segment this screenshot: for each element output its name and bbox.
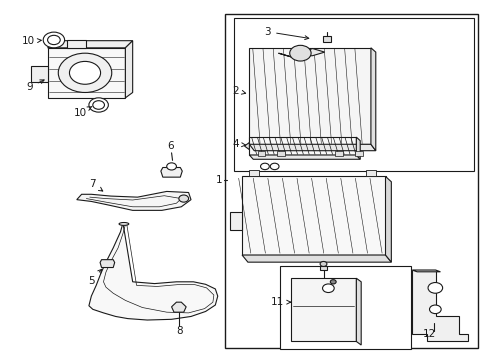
Text: 10: 10 (73, 107, 92, 118)
Circle shape (427, 283, 442, 293)
Polygon shape (278, 49, 324, 57)
Polygon shape (290, 278, 356, 342)
Polygon shape (385, 176, 390, 262)
Polygon shape (319, 266, 327, 270)
Circle shape (166, 163, 176, 170)
Polygon shape (249, 137, 356, 155)
Text: 10: 10 (21, 36, 41, 46)
Polygon shape (67, 40, 86, 48)
Polygon shape (161, 167, 182, 177)
Polygon shape (229, 212, 242, 230)
Polygon shape (242, 255, 390, 262)
Polygon shape (354, 151, 362, 156)
Polygon shape (100, 260, 115, 267)
Polygon shape (125, 41, 132, 98)
Polygon shape (47, 41, 132, 48)
Circle shape (93, 101, 104, 109)
Circle shape (89, 98, 108, 112)
Polygon shape (249, 155, 360, 159)
Polygon shape (242, 176, 385, 255)
Polygon shape (244, 143, 249, 150)
Text: 12: 12 (422, 329, 435, 339)
Text: 6: 6 (167, 141, 174, 152)
Text: 3: 3 (264, 27, 308, 40)
Polygon shape (77, 192, 191, 210)
Circle shape (69, 62, 101, 84)
Polygon shape (89, 223, 217, 320)
Text: 4: 4 (232, 139, 245, 149)
Circle shape (47, 35, 60, 45)
Circle shape (58, 53, 112, 93)
Circle shape (322, 284, 333, 293)
Circle shape (43, 32, 64, 48)
Polygon shape (171, 302, 186, 312)
Text: 7: 7 (89, 179, 102, 191)
Circle shape (320, 261, 326, 266)
Polygon shape (249, 170, 259, 176)
Ellipse shape (119, 222, 128, 225)
Circle shape (260, 163, 269, 170)
Polygon shape (47, 48, 125, 98)
Polygon shape (411, 270, 440, 272)
Polygon shape (277, 151, 285, 156)
Text: 2: 2 (232, 86, 245, 96)
Circle shape (179, 195, 188, 202)
Text: 8: 8 (176, 327, 183, 337)
Polygon shape (257, 151, 265, 156)
Polygon shape (249, 48, 370, 144)
Circle shape (428, 305, 440, 314)
Polygon shape (370, 48, 375, 151)
Bar (233, 18, 473, 171)
Text: 5: 5 (88, 269, 102, 286)
Polygon shape (356, 137, 360, 159)
Text: 1: 1 (216, 175, 222, 185)
Circle shape (289, 45, 310, 61)
Bar (224, 14, 477, 348)
Text: 11: 11 (270, 297, 290, 307)
Circle shape (270, 163, 279, 170)
Polygon shape (366, 170, 375, 176)
Polygon shape (411, 270, 467, 342)
Polygon shape (356, 278, 361, 345)
Polygon shape (335, 151, 343, 156)
Text: 9: 9 (26, 80, 44, 92)
Circle shape (329, 280, 335, 284)
Polygon shape (323, 36, 330, 42)
Bar (279, 266, 410, 348)
Polygon shape (30, 66, 47, 82)
Polygon shape (249, 144, 375, 151)
